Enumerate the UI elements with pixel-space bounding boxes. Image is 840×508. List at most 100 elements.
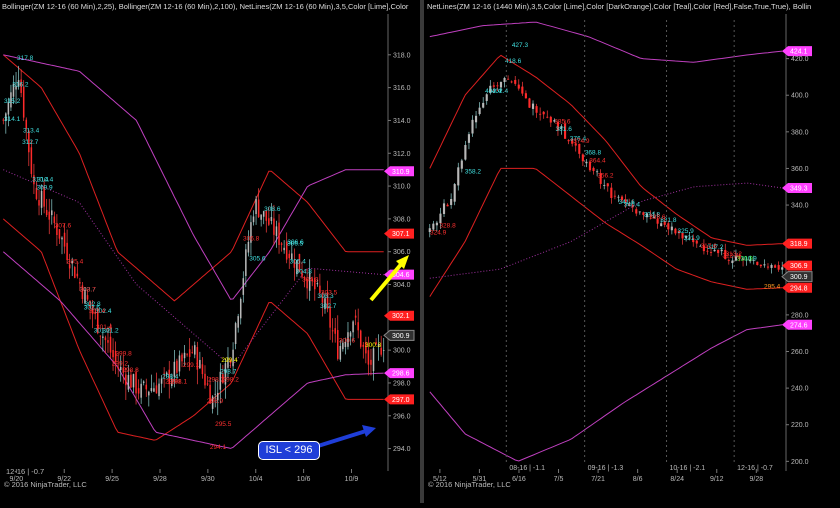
candle-body [250, 222, 252, 243]
y-tick-label: 316.0 [393, 85, 411, 92]
y-tick-label: 200.0 [791, 459, 809, 466]
netline-label-cyan: 301.2 [102, 327, 119, 334]
candle-body [567, 140, 570, 142]
candle-body [756, 261, 759, 266]
candle-body [670, 226, 673, 231]
candle-body [255, 198, 257, 215]
netline-label-cyan: 302.4 [95, 308, 112, 315]
candle-body [734, 255, 738, 261]
netline-label-cyan: 341.6 [618, 199, 635, 206]
x-tick-label: 9/30 [201, 476, 215, 483]
candle-body [442, 203, 446, 214]
netline-label-yellow: 299.4 [221, 357, 238, 364]
y-tick-label: 310.0 [393, 184, 411, 191]
x-tick-label: 7/5 [554, 476, 564, 483]
candle-body [165, 372, 168, 375]
x-tick-label: 10/9 [345, 476, 359, 483]
netline-label-red: 374.9 [573, 138, 590, 145]
candle-body [503, 77, 506, 83]
candle-body [239, 298, 242, 319]
candle-body [471, 119, 474, 134]
candle-body [489, 85, 492, 94]
right-chart-panel[interactable]: NetLines(ZM 12-16 (1440 Min),3,5,Color [… [424, 0, 840, 503]
candle-body [628, 203, 631, 207]
candle-body [71, 261, 73, 264]
left-chart-canvas[interactable]: 294.0296.0298.0300.0302.0304.0306.0308.0… [0, 0, 420, 503]
candle-body [781, 267, 784, 270]
candle-body [365, 342, 367, 354]
y-tick-label: 240.0 [791, 386, 809, 393]
candle-body [652, 216, 656, 218]
candle-body [109, 336, 112, 353]
bollinger-25-upper [2, 54, 384, 302]
candle-body [28, 130, 30, 153]
bollinger-100-mid [3, 169, 384, 367]
candle-body [367, 350, 370, 365]
price-marker [782, 282, 812, 293]
netline-label-lime: 310.9 [737, 255, 754, 262]
price-marker-label: 300.9 [790, 274, 808, 281]
candle-body [283, 247, 285, 251]
right-chart-canvas[interactable]: 200.0220.0240.0260.0280.0300.0320.0340.0… [424, 0, 840, 503]
candle-body [492, 85, 495, 87]
candle-body [620, 196, 624, 201]
candle-body [199, 359, 201, 369]
candle-body [66, 242, 68, 260]
y-tick-label: 304.0 [393, 282, 411, 289]
netline-label-red: 328.8 [439, 223, 456, 230]
candle-body [270, 216, 273, 221]
left-chart-panel[interactable]: Bollinger(ZM 12-16 (60 Min),2,25), Bolli… [0, 0, 420, 503]
candle-body [777, 265, 780, 270]
candle-body [181, 354, 183, 362]
netline-label-cyan: 305.4 [290, 259, 307, 266]
candle-body [660, 223, 663, 227]
y-tick-label: 300.0 [393, 348, 411, 355]
right-chart-header: NetLines(ZM 12-16 (1440 Min),3,5,Color [… [427, 2, 812, 11]
netline-label-cyan: 381.6 [556, 126, 573, 133]
candle-body [517, 84, 520, 89]
netline-label-red: 303.7 [80, 286, 97, 293]
bollinger-long-mid [429, 182, 783, 279]
panel-divider[interactable] [420, 0, 424, 503]
y-tick-label: 318.0 [393, 52, 411, 59]
candle-body [222, 374, 224, 383]
candle-body [474, 115, 478, 123]
x-tick-label: 5/12 [433, 476, 447, 483]
candle-body [209, 384, 211, 404]
candle-body [257, 199, 260, 218]
candle-body [122, 367, 125, 373]
netline-label-cyan: 402.4 [485, 88, 502, 95]
candle-body [204, 373, 206, 386]
candle-body [319, 285, 321, 293]
candle-body [227, 357, 229, 368]
candle-body [56, 224, 58, 236]
netline-label-red: 304.3 [302, 277, 319, 284]
candle-body [370, 359, 372, 365]
candle-body [542, 111, 545, 115]
candle-body [631, 205, 634, 208]
candle-body [380, 347, 382, 355]
candle-body [560, 126, 563, 129]
netline-label-cyan: 303.3 [317, 293, 334, 300]
candle-body [329, 306, 331, 328]
netline-label-cyan: 308.6 [264, 206, 281, 213]
candle-body [677, 231, 681, 234]
netline-label-orange: 295.4 [764, 284, 781, 291]
netline-label-red: 298.8 [122, 367, 139, 374]
netline-label-cyan: 334.8 [644, 212, 661, 219]
candle-body [140, 383, 142, 398]
candle-body [344, 341, 347, 348]
candle-body [713, 249, 716, 252]
candle-body [43, 186, 45, 207]
candle-body [727, 260, 730, 261]
x-tick-label: 10/4 [249, 476, 263, 483]
y-tick-label: 260.0 [791, 349, 809, 356]
netline-label-red: 296.9 [207, 398, 224, 405]
candle-body [68, 264, 71, 269]
candle-body [94, 312, 96, 315]
candle-body [556, 121, 560, 131]
candle-body [22, 86, 25, 118]
candle-body [285, 241, 288, 260]
candle-body [58, 229, 61, 239]
candle-body [262, 211, 265, 217]
